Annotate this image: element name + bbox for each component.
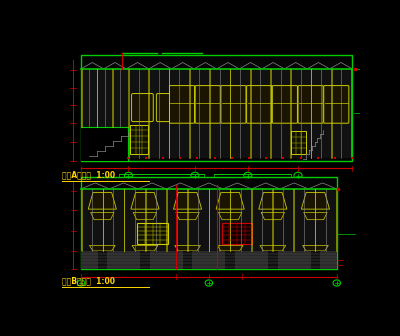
Polygon shape: [176, 212, 199, 220]
Polygon shape: [90, 245, 115, 251]
Polygon shape: [259, 193, 287, 209]
Polygon shape: [90, 212, 114, 220]
Bar: [190, 69, 209, 158]
FancyBboxPatch shape: [156, 93, 178, 122]
Polygon shape: [216, 193, 244, 209]
Bar: [82, 69, 97, 127]
Bar: [137, 223, 168, 244]
Polygon shape: [218, 212, 242, 220]
Polygon shape: [301, 193, 330, 209]
Polygon shape: [260, 245, 286, 251]
Bar: [167, 189, 187, 251]
Bar: [129, 69, 148, 158]
Polygon shape: [132, 245, 158, 251]
Bar: [97, 69, 112, 127]
Bar: [311, 69, 331, 158]
Bar: [149, 69, 169, 158]
Bar: [146, 189, 166, 251]
FancyBboxPatch shape: [170, 86, 194, 123]
Bar: [81, 251, 337, 269]
Polygon shape: [261, 212, 284, 220]
Polygon shape: [175, 245, 200, 251]
Bar: [188, 189, 208, 251]
Polygon shape: [131, 193, 159, 209]
Bar: [98, 251, 107, 269]
Bar: [222, 223, 252, 244]
Text: 音乐B立面图  1:00: 音乐B立面图 1:00: [62, 277, 116, 286]
Bar: [291, 69, 311, 158]
FancyBboxPatch shape: [181, 93, 203, 122]
FancyBboxPatch shape: [247, 86, 272, 123]
Bar: [81, 177, 337, 269]
Bar: [230, 69, 250, 158]
Bar: [252, 189, 272, 251]
FancyBboxPatch shape: [324, 86, 349, 123]
Bar: [332, 69, 351, 158]
Bar: [311, 251, 320, 269]
Bar: [291, 131, 306, 154]
Polygon shape: [88, 193, 116, 209]
Bar: [130, 125, 148, 154]
Bar: [140, 251, 150, 269]
Bar: [81, 54, 352, 161]
Polygon shape: [304, 212, 327, 220]
Text: 音乐A立面图  1:00: 音乐A立面图 1:00: [62, 170, 116, 179]
Bar: [103, 189, 124, 251]
Bar: [271, 69, 290, 158]
Bar: [209, 189, 230, 251]
FancyBboxPatch shape: [195, 86, 220, 123]
Bar: [273, 189, 294, 251]
Bar: [226, 251, 235, 269]
FancyBboxPatch shape: [132, 93, 153, 122]
Bar: [210, 69, 230, 158]
Bar: [169, 69, 189, 158]
Polygon shape: [217, 245, 243, 251]
Polygon shape: [174, 193, 202, 209]
Bar: [81, 127, 128, 161]
Bar: [250, 69, 270, 158]
FancyBboxPatch shape: [298, 86, 323, 123]
Polygon shape: [302, 245, 328, 251]
Bar: [268, 251, 278, 269]
Bar: [124, 189, 145, 251]
Polygon shape: [133, 212, 157, 220]
Bar: [230, 189, 251, 251]
Bar: [113, 69, 128, 127]
Bar: [315, 189, 336, 251]
Bar: [183, 251, 192, 269]
Bar: [294, 189, 315, 251]
Bar: [82, 189, 102, 251]
FancyBboxPatch shape: [221, 86, 246, 123]
FancyBboxPatch shape: [272, 86, 298, 123]
